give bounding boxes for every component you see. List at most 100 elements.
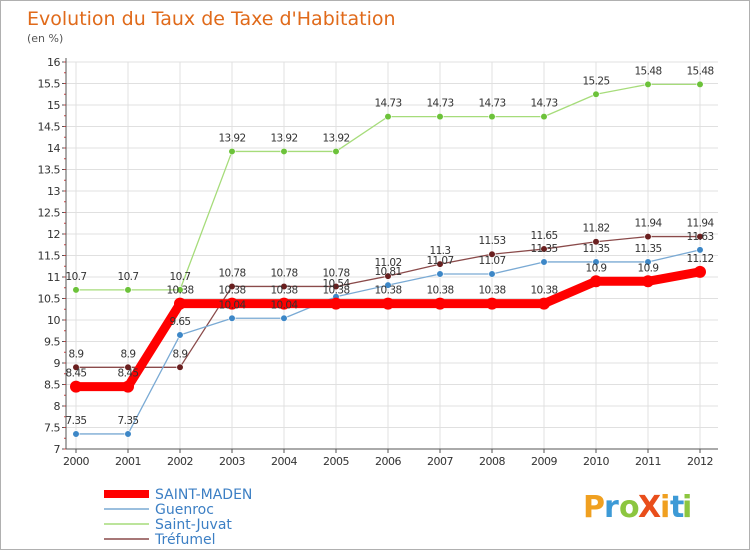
data-label: 10.7 — [66, 271, 87, 283]
x-tick-label: 2009 — [531, 455, 557, 468]
x-tick-label: 2001 — [115, 455, 141, 468]
data-point — [590, 275, 602, 288]
x-tick-label: 2003 — [219, 455, 245, 468]
logo-letter: r — [604, 490, 619, 525]
data-point — [228, 147, 236, 156]
logo-letter: t — [670, 490, 684, 525]
data-label: 10.04 — [270, 299, 298, 311]
data-point — [280, 314, 288, 322]
data-point — [696, 80, 704, 88]
logo-letter: i — [660, 490, 670, 525]
grid — [66, 61, 718, 450]
data-point — [592, 238, 600, 246]
data-labels: 10.7 10.7 10.7 13.92 13.92 13.92 14.73 14.73 14.… — [66, 65, 716, 427]
data-label: 10.81 — [374, 266, 401, 278]
data-label: 13.92 — [270, 132, 297, 144]
y-tick-label: 15 — [47, 99, 60, 112]
data-point — [540, 245, 548, 253]
data-point — [280, 147, 288, 156]
data-label: 11.07 — [426, 255, 453, 267]
y-tick-label: 12 — [47, 228, 60, 241]
data-point — [592, 90, 600, 98]
data-point — [124, 363, 132, 371]
data-point — [644, 232, 652, 241]
y-tick-label: 16 — [47, 56, 60, 69]
y-tick-label: 11 — [47, 271, 60, 284]
logo-letter: i — [682, 490, 692, 525]
data-point — [694, 265, 706, 278]
legend-label: Saint-Juvat — [155, 517, 232, 533]
data-label: 14.73 — [478, 98, 505, 110]
logo-letter: o — [619, 490, 640, 525]
data-point — [384, 272, 392, 280]
data-label: 11.07 — [478, 255, 505, 267]
data-label: 7.35 — [66, 415, 87, 427]
x-tick-label: 2012 — [687, 455, 713, 468]
legend-label: SAINT-MADEN — [155, 487, 252, 503]
x-tick-label: 2006 — [375, 455, 401, 468]
data-label: 8.9 — [173, 348, 188, 360]
data-label: 10.9 — [586, 262, 607, 274]
data-label: 11.53 — [478, 235, 505, 247]
data-point — [436, 270, 444, 278]
y-tick-label: 12.5 — [38, 207, 61, 220]
data-point — [642, 275, 654, 288]
x-tick-label: 2011 — [635, 455, 661, 468]
data-point — [332, 147, 340, 156]
data-point — [174, 297, 186, 310]
data-point — [176, 363, 184, 371]
data-point — [538, 297, 550, 310]
data-label: 11.3 — [430, 245, 451, 257]
legend-label: Guenroc — [155, 502, 214, 518]
data-point — [436, 260, 444, 268]
y-tick-label: 10 — [47, 314, 60, 327]
data-label: 11.02 — [374, 257, 401, 269]
y-tick-label: 10.5 — [38, 293, 61, 306]
data-label: 10.38 — [270, 285, 297, 297]
x-tick-label: 2002 — [167, 455, 193, 468]
data-point — [436, 113, 444, 121]
data-label: 10.9 — [638, 262, 659, 274]
x-tick-label: 2007 — [427, 455, 453, 468]
chart-subtitle: (en %) — [27, 32, 63, 45]
data-label: 11.63 — [686, 231, 713, 243]
data-label: 15.48 — [686, 65, 713, 77]
x-tick-label: 2005 — [323, 455, 349, 468]
legend-label: Tréfumel — [154, 532, 216, 548]
y-tick-label: 14.5 — [38, 121, 61, 134]
data-label: 9.65 — [170, 316, 191, 328]
data-label: 10.78 — [270, 267, 297, 279]
data-point — [176, 331, 184, 339]
y-tick-label: 13.5 — [38, 164, 61, 177]
data-point — [384, 281, 392, 289]
y-tick-label: 8 — [54, 400, 61, 413]
data-point — [384, 113, 392, 121]
data-label: 10.38 — [218, 285, 245, 297]
data-label: 10.38 — [530, 285, 557, 297]
data-point — [382, 297, 394, 310]
x-tick-label: 2008 — [479, 455, 505, 468]
data-point — [644, 258, 652, 266]
y-tick-label: 8.5 — [44, 379, 60, 392]
data-point — [124, 286, 132, 294]
data-point — [434, 297, 446, 310]
data-label: 11.35 — [634, 243, 661, 255]
data-point — [332, 282, 340, 291]
data-label: 11.82 — [582, 223, 609, 235]
data-label: 14.73 — [530, 98, 557, 110]
logo-letter: X — [638, 490, 661, 525]
axes: 7 7.5 8 8.5 9 9.5 10 10.5 11 11.5 12 12.5 13 13.5 14 14… — [38, 56, 718, 468]
data-label: 10.7 — [170, 271, 191, 283]
data-point — [280, 282, 288, 291]
data-point — [228, 282, 236, 291]
data-label: 8.9 — [69, 348, 84, 360]
data-label: 11.35 — [582, 243, 609, 255]
data-point — [696, 246, 704, 254]
data-label: 10.7 — [118, 271, 139, 283]
data-point — [70, 380, 82, 393]
x-tick-label: 2004 — [271, 455, 297, 468]
